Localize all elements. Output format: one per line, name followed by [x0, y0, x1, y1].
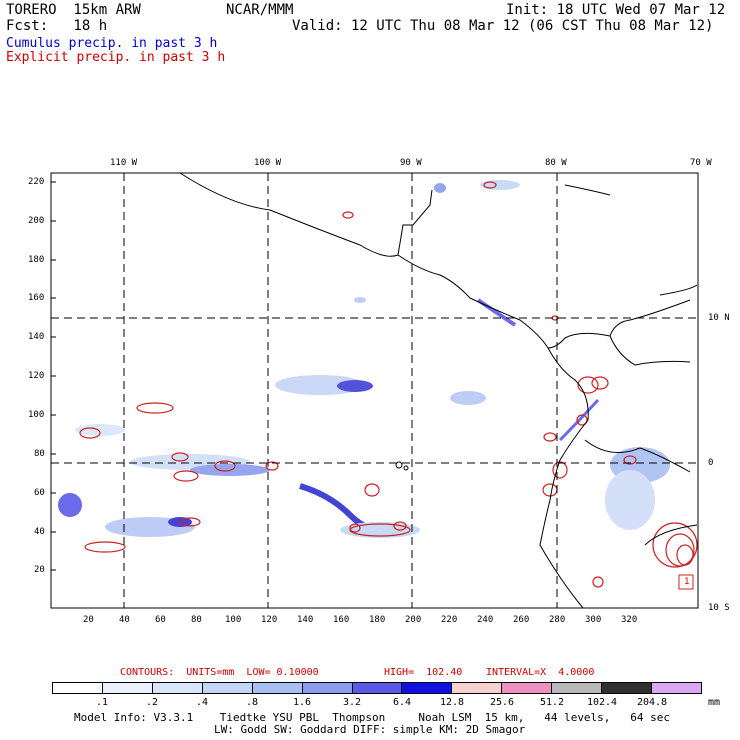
colorbar-swatch	[402, 683, 453, 693]
colorbar-swatch	[602, 683, 653, 693]
lat-label-10s: 10 S	[708, 603, 730, 613]
contour-high: HIGH= 102.40	[384, 667, 463, 678]
model-info-line2: LW: Godd SW: Goddard DIFF: simple KM: 2D…	[214, 723, 526, 736]
x-tick-label: 40	[119, 615, 130, 625]
y-tick-label: 60	[34, 488, 45, 498]
colorbar-swatch	[352, 683, 403, 693]
x-tick-label: 80	[191, 615, 202, 625]
forecast-hour: Fcst: 18 h	[6, 18, 108, 34]
y-tick-label: 200	[28, 216, 45, 226]
y-tick-label: 220	[28, 177, 45, 187]
map-frame	[50, 172, 699, 609]
y-tick-label: 120	[28, 371, 45, 381]
colorbar-label: 204.8	[636, 697, 668, 708]
x-tick-label: 140	[297, 615, 314, 625]
colorbar-swatch	[152, 683, 203, 693]
lon-label-90w: 90 W	[400, 158, 422, 168]
lat-label-10n: 10 N	[708, 313, 730, 323]
y-tick-marks	[51, 181, 56, 571]
box-marker-label: 1	[684, 577, 690, 587]
colorbar	[52, 682, 702, 694]
colorbar-swatch	[502, 683, 553, 693]
colorbar-label: 25.6	[489, 697, 515, 708]
colorbar-swatch	[53, 683, 103, 693]
colorbar-swatch	[652, 683, 701, 693]
colorbar-swatch	[102, 683, 153, 693]
colorbar-label: 6.4	[392, 697, 412, 708]
contour-info: CONTOURS: UNITS=mm LOW= 0.10000	[120, 667, 319, 678]
colorbar-label: 1.6	[292, 697, 312, 708]
colorbar-swatch	[252, 683, 303, 693]
x-tick-label: 120	[261, 615, 278, 625]
field-cumulus-label: Cumulus precip. in past 3 h	[6, 36, 218, 51]
colorbar-label: .8	[245, 697, 259, 708]
x-tick-label: 60	[155, 615, 166, 625]
colorbar-label: 102.4	[586, 697, 618, 708]
colorbar-label: .4	[195, 697, 209, 708]
colorbar-label: 51.2	[539, 697, 565, 708]
valid-time: Valid: 12 UTC Thu 08 Mar 12 (06 CST Thu …	[292, 18, 714, 34]
colorbar-label: .2	[145, 697, 159, 708]
contour-interval: INTERVAL=X 4.0000	[486, 667, 595, 678]
y-tick-label: 80	[34, 449, 45, 459]
y-tick-label: 160	[28, 293, 45, 303]
colorbar-unit: mm	[707, 697, 721, 708]
y-tick-label: 20	[34, 565, 45, 575]
field-explicit-label: Explicit precip. in past 3 h	[6, 50, 226, 65]
lon-label-70w: 70 W	[690, 158, 712, 168]
x-tick-label: 320	[621, 615, 638, 625]
coastlines	[179, 172, 698, 609]
lon-label-80w: 80 W	[545, 158, 567, 168]
init-time: Init: 18 UTC Wed 07 Mar 12	[506, 2, 726, 18]
colorbar-label: 3.2	[342, 697, 362, 708]
x-tick-label: 280	[549, 615, 566, 625]
colorbar-label: 12.8	[439, 697, 465, 708]
x-tick-label: 260	[513, 615, 530, 625]
lon-label-100w: 100 W	[254, 158, 282, 168]
lat-label-0: 0	[708, 458, 714, 468]
colorbar-swatch	[202, 683, 253, 693]
x-tick-label: 300	[585, 615, 602, 625]
y-tick-label: 180	[28, 255, 45, 265]
x-tick-label: 20	[83, 615, 94, 625]
x-tick-label: 100	[225, 615, 242, 625]
x-tick-label: 220	[441, 615, 458, 625]
model-name: TORERO 15km ARW	[6, 2, 141, 18]
x-tick-label: 200	[405, 615, 422, 625]
colorbar-swatch	[452, 683, 503, 693]
x-tick-label: 180	[369, 615, 386, 625]
model-info-line1: Model Info: V3.3.1 Tiedtke YSU PBL Thomp…	[74, 711, 671, 724]
y-tick-label: 40	[34, 527, 45, 537]
x-tick-label: 160	[333, 615, 350, 625]
colorbar-swatch	[302, 683, 353, 693]
org-name: NCAR/MMM	[226, 2, 294, 18]
box-marker	[678, 574, 694, 590]
y-tick-label: 140	[28, 332, 45, 342]
colorbar-swatch	[552, 683, 603, 693]
colorbar-label: .1	[95, 697, 109, 708]
y-tick-label: 100	[28, 410, 45, 420]
lat-lon-grid	[51, 173, 698, 608]
lon-label-110w: 110 W	[110, 158, 138, 168]
x-tick-label: 240	[477, 615, 494, 625]
